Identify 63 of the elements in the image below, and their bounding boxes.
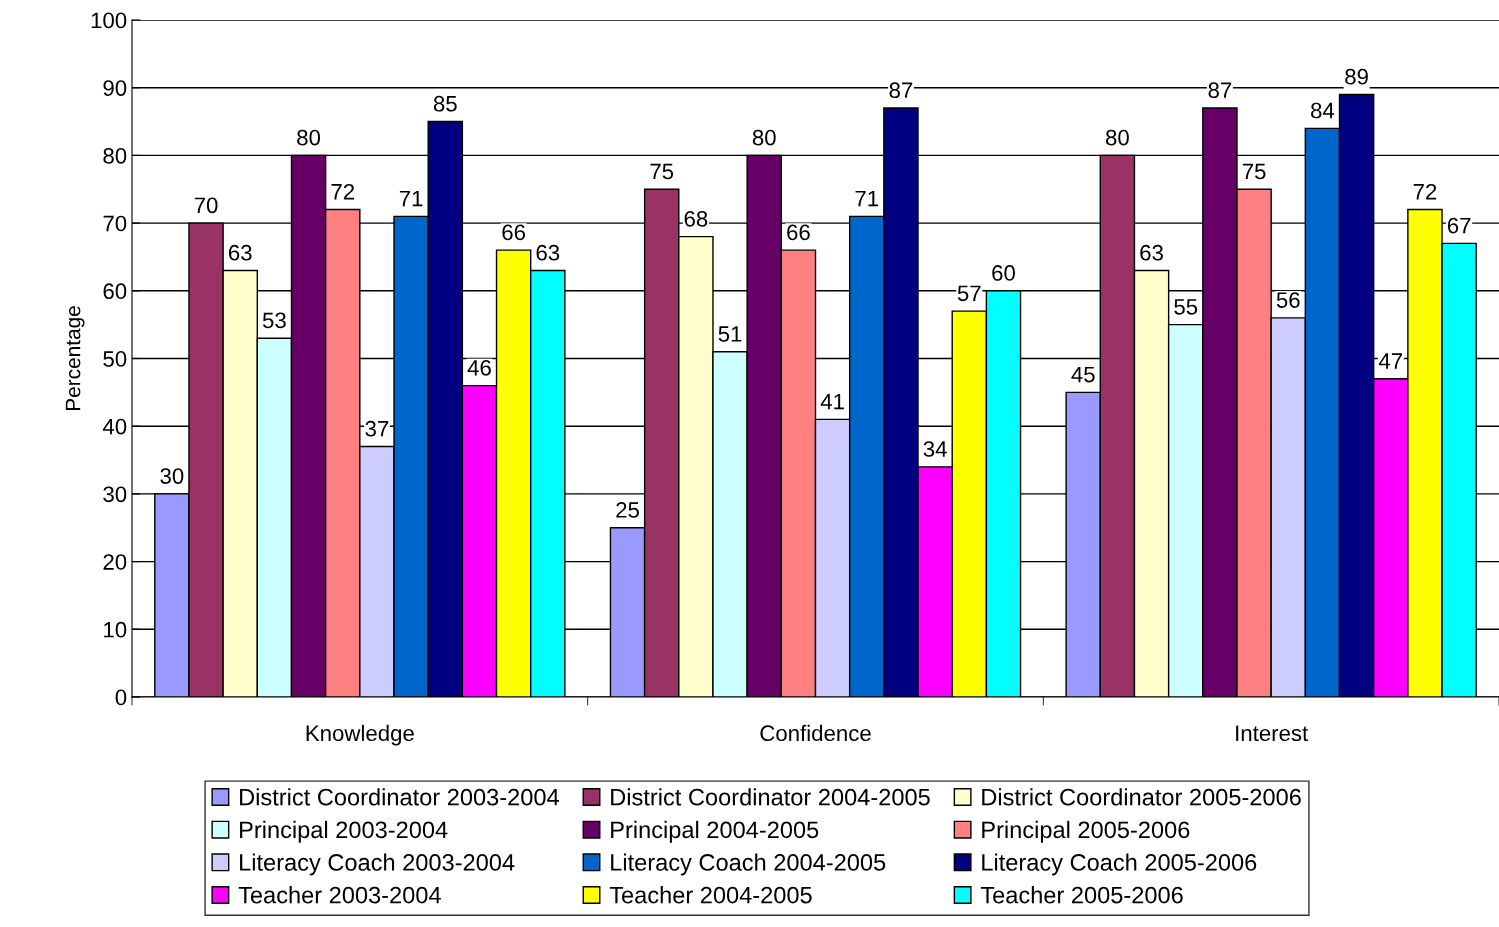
data-label: 68 bbox=[684, 210, 708, 227]
legend-label: District Coordinator 2003-2004 bbox=[240, 788, 559, 806]
data-label: 75 bbox=[650, 163, 674, 180]
legend-label: District Coordinator 2005-2006 bbox=[982, 788, 1301, 806]
data-label: 41 bbox=[820, 393, 844, 410]
x-tick-label: Interest bbox=[1236, 725, 1309, 742]
data-label: 46 bbox=[467, 359, 491, 376]
data-label: 67 bbox=[1447, 217, 1471, 234]
data-label: 72 bbox=[1413, 183, 1437, 200]
data-label: 66 bbox=[787, 224, 810, 241]
data-label: 80 bbox=[297, 129, 321, 146]
y-tick-label: 60 bbox=[103, 283, 127, 300]
y-tick-label: 50 bbox=[103, 351, 127, 367]
data-label: 87 bbox=[1208, 82, 1232, 99]
legend-label: Teacher 2005-2006 bbox=[980, 886, 1183, 904]
legend-label: Principal 2005-2006 bbox=[982, 820, 1190, 843]
data-label: 80 bbox=[1105, 129, 1129, 146]
legend-label: Literacy Coach 2004-2005 bbox=[611, 853, 886, 876]
y-tick-label: 100 bbox=[91, 12, 127, 29]
y-tick-label: 0 bbox=[115, 689, 127, 706]
data-label: 57 bbox=[957, 285, 981, 302]
y-tick-label: 20 bbox=[103, 554, 127, 570]
legend-label: Teacher 2004-2005 bbox=[609, 886, 812, 904]
data-label: 56 bbox=[1276, 292, 1300, 308]
data-label: 63 bbox=[1140, 244, 1163, 261]
legend-label: District Coordinator 2004-2005 bbox=[611, 788, 930, 806]
data-label: 51 bbox=[718, 326, 742, 342]
data-label: 37 bbox=[365, 420, 389, 437]
data-label: 60 bbox=[992, 265, 1015, 281]
legend-label: Literacy Coach 2005-2006 bbox=[982, 853, 1257, 876]
data-label: 72 bbox=[331, 183, 354, 200]
data-label: 75 bbox=[1242, 163, 1266, 180]
legend-label: Teacher 2003-2004 bbox=[238, 886, 441, 904]
y-tick-label: 10 bbox=[104, 621, 127, 638]
data-label: 71 bbox=[399, 190, 423, 207]
y-tick-label: 90 bbox=[103, 80, 127, 96]
data-label: 70 bbox=[194, 197, 218, 214]
y-tick-label: 70 bbox=[103, 215, 127, 232]
data-label: 47 bbox=[1378, 353, 1403, 369]
legend-label: Principal 2004-2005 bbox=[611, 820, 819, 843]
data-label: 87 bbox=[889, 82, 913, 99]
data-label: 63 bbox=[228, 244, 252, 261]
y-tick-label: 40 bbox=[102, 418, 127, 435]
data-label: 80 bbox=[752, 129, 776, 146]
y-axis-title: Percentage bbox=[65, 306, 85, 411]
data-label: 34 bbox=[923, 441, 947, 457]
data-label: 66 bbox=[502, 224, 525, 241]
data-label: 71 bbox=[855, 190, 879, 207]
data-label: 55 bbox=[1174, 299, 1198, 315]
data-label: 89 bbox=[1345, 68, 1368, 85]
data-label: 30 bbox=[160, 468, 184, 484]
data-label: 45 bbox=[1071, 366, 1095, 383]
y-tick-label: 30 bbox=[103, 486, 127, 503]
data-label: 25 bbox=[616, 502, 639, 518]
legend-label: Literacy Coach 2003-2004 bbox=[240, 853, 515, 876]
legend-label: Principal 2003-2004 bbox=[240, 820, 448, 843]
x-tick-label: Confidence bbox=[760, 724, 871, 742]
x-tick-label: Knowledge bbox=[306, 724, 414, 746]
data-label: 53 bbox=[262, 312, 286, 329]
data-label: 85 bbox=[433, 95, 457, 112]
data-label: 63 bbox=[536, 244, 560, 261]
data-label: 84 bbox=[1311, 102, 1335, 119]
y-tick-label: 80 bbox=[103, 147, 127, 164]
